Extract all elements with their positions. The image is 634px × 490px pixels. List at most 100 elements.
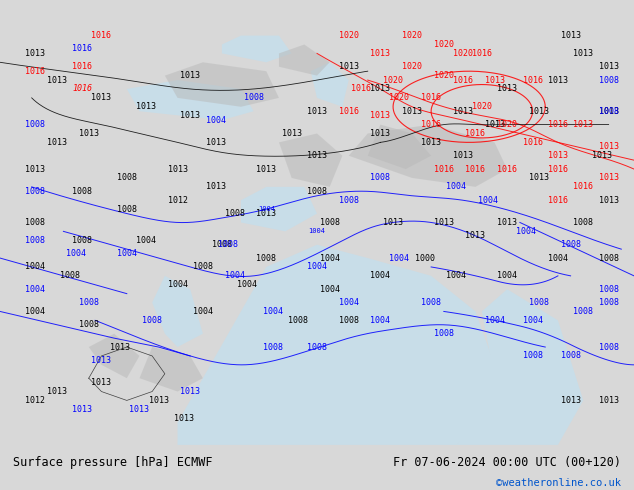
Text: 1020: 1020: [339, 31, 359, 40]
Text: 1013: 1013: [598, 142, 619, 151]
Text: 1013: 1013: [484, 120, 505, 129]
Text: 1004: 1004: [25, 307, 45, 316]
Text: 1016: 1016: [472, 49, 492, 58]
Text: 1013: 1013: [91, 378, 112, 387]
Polygon shape: [456, 289, 583, 445]
Text: 1008: 1008: [529, 298, 549, 307]
Text: 1013: 1013: [72, 405, 93, 414]
Text: 1004: 1004: [66, 249, 86, 258]
Text: 1004: 1004: [446, 271, 467, 280]
Text: 1013: 1013: [205, 138, 226, 147]
Text: 1016: 1016: [339, 107, 359, 116]
Text: 1020: 1020: [389, 94, 410, 102]
Text: 1008: 1008: [60, 271, 80, 280]
Text: 1004: 1004: [339, 298, 359, 307]
Text: 1016: 1016: [72, 84, 93, 94]
Text: 1004: 1004: [258, 206, 275, 212]
Text: 1004: 1004: [370, 316, 391, 325]
Text: 1013: 1013: [402, 107, 422, 116]
Text: 1008: 1008: [218, 240, 238, 249]
Text: 1004: 1004: [117, 249, 137, 258]
Text: 1013: 1013: [47, 75, 67, 85]
Text: 1013: 1013: [383, 218, 403, 227]
Text: 1004: 1004: [320, 285, 340, 294]
Polygon shape: [279, 45, 330, 75]
Text: 1013: 1013: [370, 84, 391, 94]
Text: 1013: 1013: [598, 173, 619, 182]
Polygon shape: [311, 62, 349, 107]
Text: 1004: 1004: [136, 236, 156, 245]
Text: 1020: 1020: [434, 71, 454, 80]
Text: 1012: 1012: [25, 396, 45, 405]
Text: 1013: 1013: [167, 165, 188, 173]
Text: 1016: 1016: [465, 165, 486, 173]
Text: 1013: 1013: [548, 75, 568, 85]
Text: 1013: 1013: [110, 343, 131, 351]
Text: 1008: 1008: [243, 94, 264, 102]
Text: 1008: 1008: [79, 298, 99, 307]
Text: Surface pressure [hPa] ECMWF: Surface pressure [hPa] ECMWF: [13, 457, 212, 469]
Text: 1013: 1013: [434, 218, 454, 227]
Text: 1013: 1013: [484, 75, 505, 85]
Text: 1004: 1004: [497, 271, 517, 280]
Text: 1013: 1013: [180, 111, 200, 120]
Text: 1016: 1016: [548, 165, 568, 173]
Text: 1016: 1016: [497, 165, 517, 173]
Polygon shape: [178, 245, 507, 445]
Text: 1013: 1013: [91, 356, 112, 365]
Text: 1020: 1020: [434, 40, 454, 49]
Text: 1004: 1004: [237, 280, 257, 289]
Polygon shape: [222, 36, 292, 62]
Text: 1013: 1013: [465, 231, 486, 240]
Text: 1013: 1013: [281, 129, 302, 138]
Text: 1013: 1013: [497, 84, 517, 94]
Text: 1016: 1016: [522, 138, 543, 147]
Text: 1020: 1020: [472, 102, 492, 111]
Polygon shape: [152, 276, 203, 347]
Text: 1004: 1004: [478, 196, 498, 205]
Text: 1013: 1013: [174, 414, 194, 423]
Text: 1008: 1008: [72, 187, 93, 196]
Text: 1004: 1004: [262, 307, 283, 316]
Text: 1008: 1008: [25, 218, 45, 227]
Text: 1008: 1008: [598, 298, 619, 307]
Text: 1004: 1004: [167, 280, 188, 289]
Text: 1008: 1008: [307, 187, 327, 196]
Text: 1013: 1013: [548, 151, 568, 160]
Text: 1013: 1013: [453, 151, 473, 160]
Text: 1008: 1008: [212, 240, 232, 249]
Text: 1008: 1008: [307, 343, 327, 351]
Text: 1016: 1016: [548, 196, 568, 205]
Text: 1008: 1008: [256, 253, 276, 263]
Polygon shape: [368, 124, 431, 169]
Text: 1016: 1016: [434, 165, 454, 173]
Text: 1013: 1013: [598, 196, 619, 205]
Text: 1004: 1004: [370, 271, 391, 280]
Text: 1016: 1016: [453, 75, 473, 85]
Text: 1013: 1013: [91, 94, 112, 102]
Text: 1008: 1008: [79, 320, 99, 329]
Text: 1013: 1013: [370, 49, 391, 58]
Text: 1013: 1013: [307, 107, 327, 116]
Text: 1008: 1008: [560, 351, 581, 361]
Text: 1004: 1004: [522, 316, 543, 325]
Text: 1013: 1013: [421, 138, 441, 147]
Text: 1004: 1004: [516, 227, 536, 236]
Text: 1013: 1013: [598, 107, 619, 116]
Text: 1008: 1008: [339, 316, 359, 325]
Text: 1020: 1020: [383, 75, 403, 85]
Polygon shape: [139, 347, 203, 392]
Text: 1016: 1016: [522, 75, 543, 85]
Text: 1004: 1004: [25, 263, 45, 271]
Text: 1013: 1013: [129, 405, 150, 414]
Text: 1013: 1013: [148, 396, 169, 405]
Text: 1004: 1004: [484, 316, 505, 325]
Text: 1008: 1008: [421, 298, 441, 307]
Text: 1008: 1008: [262, 343, 283, 351]
Text: 1008: 1008: [117, 205, 137, 214]
Polygon shape: [241, 187, 317, 231]
Text: 1004: 1004: [193, 307, 213, 316]
Text: 1008: 1008: [573, 218, 593, 227]
Text: 1016: 1016: [91, 31, 112, 40]
Text: 1016: 1016: [25, 67, 45, 75]
